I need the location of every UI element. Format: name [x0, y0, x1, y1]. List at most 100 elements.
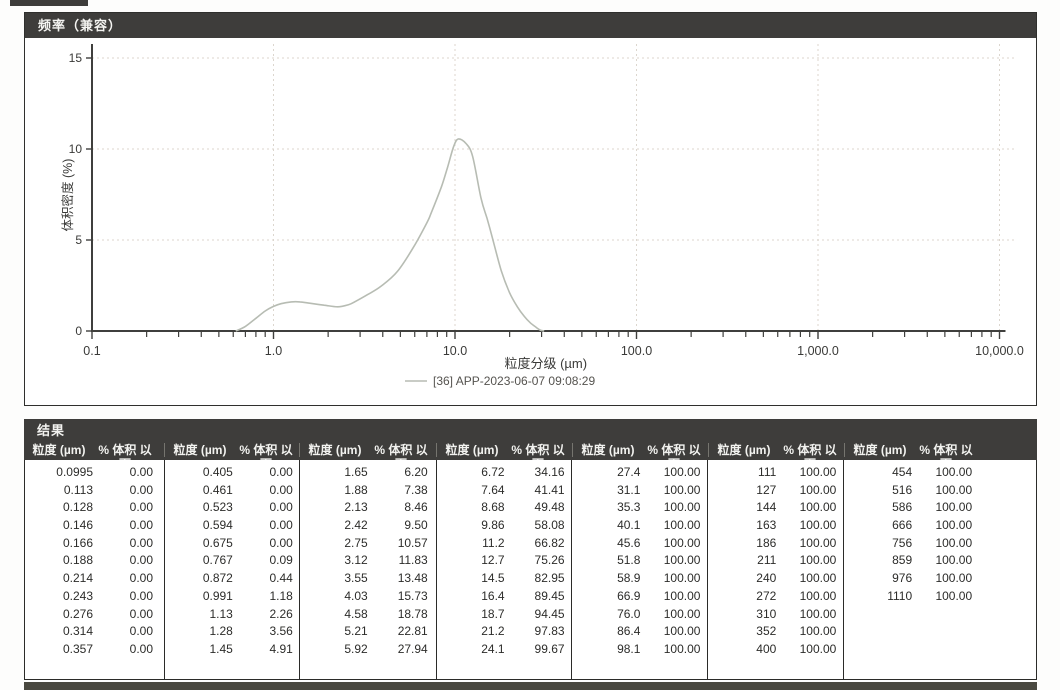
x-axis-label: 粒度分级 (µm)	[504, 356, 587, 371]
table-row: 4.58 18.78	[300, 606, 436, 624]
table-row: 0.872 0.44	[165, 570, 299, 588]
table-row: 0.523 0.00	[165, 499, 299, 517]
size-value: 163	[756, 518, 777, 533]
pct-below-value: 100.00	[935, 518, 973, 533]
pct-below-value: 100.00	[663, 482, 701, 497]
table-row: 3.12 11.83	[300, 552, 436, 570]
size-value: 1.65	[344, 465, 368, 479]
table-row: 240 100.00	[708, 570, 843, 588]
pct-below-value: 10.57	[397, 535, 428, 550]
pct-below-value: 89.45	[534, 588, 565, 603]
table-row: 454 100.00	[844, 464, 1036, 482]
legend-label: [36] APP-2023-06-07 09:08:29	[433, 374, 595, 388]
size-value: 0.166	[62, 535, 93, 550]
pct-below-value: 100.00	[663, 588, 701, 603]
results-column-header-row: 粒度 (µm)% 体积 以下粒度 (µm)% 体积 以下粒度 (µm)% 体积 …	[24, 440, 1037, 471]
pct-below-value: 0.00	[129, 571, 153, 586]
size-value: 272	[756, 588, 777, 603]
size-value: 1110	[887, 588, 913, 603]
table-row: 186 100.00	[708, 535, 843, 553]
table-row: 0.128 0.00	[25, 499, 164, 517]
size-value: 3.12	[344, 553, 368, 568]
table-row: 0.113 0.00	[25, 482, 164, 500]
size-value: 76.0	[617, 606, 641, 621]
pct-below-value: 100.00	[663, 535, 701, 550]
size-value: 211	[757, 553, 777, 568]
table-row: 11.2 66.82	[437, 535, 572, 553]
col-header-pct: % 体积 以下	[783, 443, 837, 471]
col-header-size: 粒度 (µm)	[717, 443, 771, 457]
pct-below-value: 58.08	[534, 518, 565, 533]
pct-below-value: 3.56	[269, 624, 293, 639]
table-row: 0.276 0.00	[25, 606, 164, 624]
table-row: 1.88 7.38	[300, 482, 436, 500]
page-top-edge-artifact	[10, 0, 88, 6]
pct-below-value: 100.00	[663, 571, 701, 586]
table-row: 163 100.00	[708, 517, 843, 535]
pct-below-value: 0.00	[129, 606, 153, 621]
table-row: 86.4 100.00	[572, 623, 707, 641]
x-tick-label: 100.0	[621, 344, 652, 358]
pct-below-value: 18.78	[397, 606, 428, 621]
pct-below-value: 0.00	[129, 500, 153, 515]
table-row: 0.146 0.00	[25, 517, 164, 535]
size-value: 0.991	[202, 588, 233, 603]
pct-below-value: 100.00	[935, 465, 973, 479]
table-row: 0.166 0.00	[25, 535, 164, 553]
pct-below-value: 82.95	[534, 571, 565, 586]
size-value: 2.75	[344, 535, 368, 550]
pct-below-value: 2.26	[269, 606, 293, 621]
pct-below-value: 34.16	[534, 465, 565, 479]
size-value: 0.872	[202, 571, 233, 586]
table-row: 18.7 94.45	[437, 606, 572, 624]
pct-below-value: 100.00	[663, 518, 701, 533]
pct-below-value: 7.38	[404, 482, 428, 497]
size-value: 5.92	[344, 641, 368, 656]
size-value: 400	[756, 641, 777, 656]
col-header-size: 粒度 (µm)	[853, 443, 907, 457]
table-row: 0.214 0.00	[25, 570, 164, 588]
pct-below-value: 41.41	[534, 482, 565, 497]
size-value: 16.4	[481, 588, 505, 603]
pct-below-value: 100.00	[935, 482, 973, 497]
table-row: 24.1 99.67	[437, 641, 572, 659]
results-title: 结果	[37, 423, 66, 438]
size-value: 516	[892, 482, 913, 497]
pct-below-value: 100.00	[663, 624, 701, 639]
x-tick-label: 1.0	[265, 344, 282, 358]
size-value: 40.1	[617, 518, 641, 533]
size-value: 51.8	[617, 553, 641, 568]
table-row: 35.3 100.00	[572, 499, 707, 517]
pct-below-value: 100.00	[799, 500, 837, 515]
size-value: 186	[756, 535, 777, 550]
table-row: 976 100.00	[844, 570, 1036, 588]
size-value: 0.405	[202, 465, 233, 479]
column-group-header: 粒度 (µm) % 体积 以下	[299, 443, 436, 471]
chart-body: 0 5 10 15 0.1 1.0 10.0 100.0 1,000.0 10,000.0 粒度分级…	[25, 38, 1036, 405]
table-row: 0.314 0.00	[25, 623, 164, 641]
size-value: 111	[758, 465, 777, 479]
x-tick-label: 10,000.0	[975, 344, 1024, 358]
y-tick-label: 15	[69, 51, 83, 65]
results-column-group: 0.405 0.00 0.461 0.00 0.523 0.00 0.594 0.00 0.67…	[164, 460, 300, 680]
pct-below-value: 100.00	[799, 641, 837, 656]
pct-below-value: 0.00	[129, 518, 153, 533]
column-group-header: 粒度 (µm) % 体积 以下	[708, 443, 844, 471]
pct-below-value: 0.00	[269, 482, 293, 497]
size-value: 0.276	[62, 606, 93, 621]
size-value: 1.28	[209, 624, 233, 639]
table-row: 586 100.00	[844, 499, 1036, 517]
size-value: 5.21	[344, 624, 368, 639]
pct-below-value: 49.48	[534, 500, 565, 515]
results-section: 结果 粒度 (µm)% 体积 以下粒度 (µm)% 体积 以下粒度 (µm)% …	[24, 419, 1037, 680]
pct-below-value: 100.00	[799, 588, 837, 603]
column-group-header: 粒度 (µm) % 体积 以下	[844, 443, 1037, 471]
size-value: 0.146	[62, 518, 93, 533]
size-value: 31.1	[617, 482, 641, 497]
table-row: 27.4 100.00	[572, 464, 707, 482]
x-tick-label: 10.0	[443, 344, 467, 358]
pct-below-value: 13.48	[397, 571, 428, 586]
table-row: 144 100.00	[708, 499, 843, 517]
table-row: 0.767 0.09	[165, 552, 299, 570]
size-value: 58.9	[617, 571, 641, 586]
